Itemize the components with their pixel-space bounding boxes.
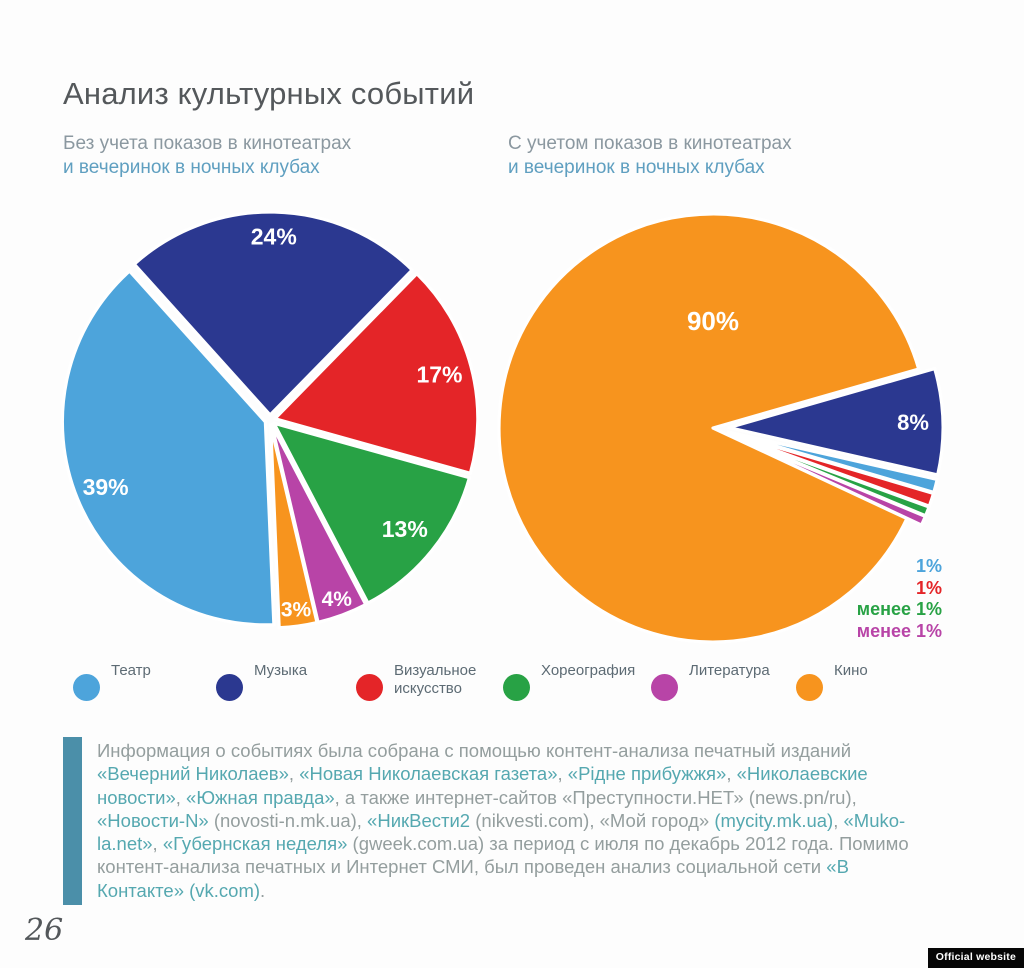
right-chart-subtitle-line2: и вечеринок в ночных клубах xyxy=(508,157,765,178)
pie-right-label-music: 8% xyxy=(897,410,929,435)
footer-source-name: «В Контакте» (vk.com) xyxy=(97,856,849,901)
pie-left-slice-visual-art xyxy=(273,272,480,475)
footer-text-segment: , xyxy=(288,763,300,785)
footer-source-name: «Южная правда» xyxy=(186,786,335,808)
pie-left-label-music: 24% xyxy=(251,223,297,249)
legend-label-music: Музыка xyxy=(254,662,308,679)
right-chart-subtitle: С учетом показов в кинотеатрах и вечерин… xyxy=(508,132,792,180)
footer-text-segment: , xyxy=(557,763,568,785)
footer-text-segment: , xyxy=(152,833,163,855)
pie-left-label-visual-art: 17% xyxy=(416,362,462,388)
small-slice-label-2: 1% xyxy=(915,577,942,598)
legend-swatch-theatre xyxy=(73,674,100,701)
legend-swatch-literature xyxy=(651,674,678,701)
legend-swatch-music xyxy=(216,674,243,701)
footer-text-segment: (nikvesti.com), «Мой город» xyxy=(470,809,715,831)
legend-swatch-choreography xyxy=(503,674,530,701)
footer-text-segment: , xyxy=(726,763,737,785)
legend-label-cinema: Кино xyxy=(834,662,868,679)
pie-left-slice-music xyxy=(132,210,414,417)
footer-source-name: (mycity.mk.ua) xyxy=(714,809,834,831)
pie-left-slice-choreography xyxy=(272,421,472,605)
pie-left-slice-theatre xyxy=(60,269,276,627)
pie-right-slice-music xyxy=(727,366,945,477)
pie-left-label-literature: 4% xyxy=(322,588,353,611)
legend-label-literature: Литература xyxy=(689,662,770,679)
pie-left-label-cinema: 3% xyxy=(281,599,312,622)
footer-text-segment: . xyxy=(260,879,266,901)
right-chart-subtitle-line1: С учетом показов в кинотеатрах xyxy=(508,133,792,154)
pie-left-label-theatre: 39% xyxy=(83,474,129,500)
legend-label-theatre: Театр xyxy=(111,662,151,679)
page-number: 26 xyxy=(25,913,64,948)
pie-chart-left: 24% 17% 13% 4% 3% 39% xyxy=(60,210,480,630)
footer-accent-bar xyxy=(63,737,82,905)
legend-label-visual-art: Визуальное искусство xyxy=(394,662,477,697)
small-slice-label-1: 1% xyxy=(915,556,942,576)
footer-text-segment: (gweek.com.ua) за период с июля по декаб… xyxy=(97,833,909,878)
official-website-badge: Official website xyxy=(927,948,1024,968)
left-chart-subtitle-line1: Без учета показов в кинотеатрах xyxy=(63,133,352,154)
footer-source-name: «НикВести2 xyxy=(367,809,471,831)
footer-source-name: «Новости-N» xyxy=(97,809,209,831)
footer-source-name: «Вечерний Николаев» xyxy=(97,763,289,785)
footer-note: Информация о событиях была собрана с пом… xyxy=(97,739,915,902)
legend-swatch-visual-art xyxy=(356,674,383,701)
footer-text-segment: , xyxy=(175,786,187,808)
left-chart-subtitle: Без учета показов в кинотеатрах и вечери… xyxy=(63,132,351,180)
footer-source-name: «Рідне прибужжя» xyxy=(567,763,727,785)
chart-legend: Театр Музыка Визуальное искусство Хореограф… xyxy=(0,660,1024,720)
pie-left-label-choreography: 13% xyxy=(382,516,428,542)
small-slice-labels: 1% 1% менее 1% менее 1% xyxy=(857,556,942,642)
page-title: Анализ культурных событий xyxy=(63,76,475,111)
footer-text-segment: (novosti-n.mk.ua), xyxy=(208,809,368,831)
pie-chart-right: 8% 90% xyxy=(497,212,945,644)
footer-source-name: «Muko-la.net» xyxy=(97,809,906,855)
small-slice-label-3: менее 1% xyxy=(856,599,942,619)
small-slice-label-4: менее 1% xyxy=(856,620,942,641)
footer-source-name: «Николаевские новости» xyxy=(97,763,868,808)
footer-source-name: «Новая Николаевская газета» xyxy=(299,763,558,785)
legend-label-choreography: Хореография xyxy=(541,662,636,679)
footer-source-name: «Губернская неделя» xyxy=(162,833,348,855)
legend-swatch-cinema xyxy=(796,674,823,701)
pie-left-slice-cinema xyxy=(269,423,319,630)
pie-right-label-cinema: 90% xyxy=(687,306,739,336)
footer-text-segment: Информация о событиях была собрана с пом… xyxy=(97,740,852,761)
footer-text-segment: , а также интернет-сайтов «Преступности.… xyxy=(334,786,857,808)
footer-text-segment: , xyxy=(833,809,844,831)
pie-right-slice-cinema xyxy=(497,212,921,644)
left-chart-subtitle-line2: и вечеринок в ночных клубах xyxy=(63,157,320,178)
